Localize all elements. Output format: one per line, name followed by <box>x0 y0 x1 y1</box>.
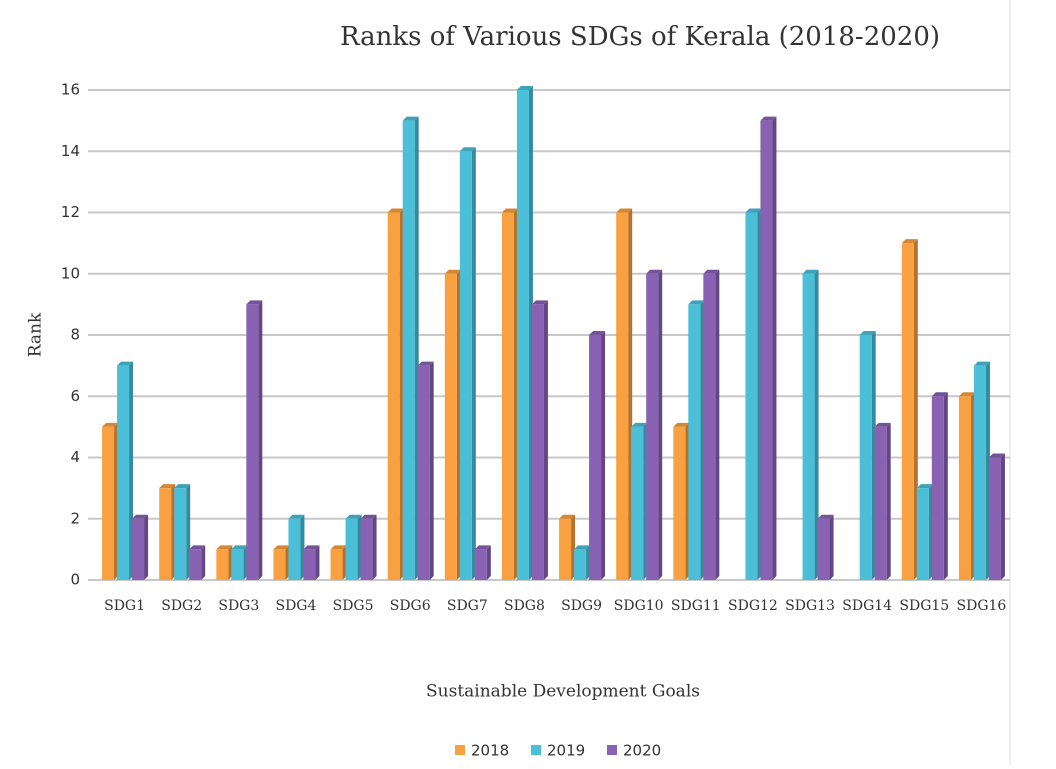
x-tick-label: SDG12 <box>728 598 778 614</box>
x-tick-label: SDG8 <box>504 598 545 614</box>
bar <box>673 422 690 580</box>
bar <box>273 545 290 580</box>
x-tick-label: SDG2 <box>161 598 202 614</box>
bar <box>688 300 705 580</box>
bar <box>531 300 548 580</box>
y-tick-label: 10 <box>61 264 80 282</box>
bar <box>901 239 918 580</box>
bar <box>444 269 461 580</box>
bar <box>303 545 320 580</box>
bar <box>859 331 876 580</box>
bar <box>189 545 206 580</box>
bar <box>589 331 606 580</box>
bar <box>246 300 263 580</box>
y-tick-label: 8 <box>70 326 80 344</box>
bar <box>958 392 975 580</box>
bar <box>760 116 777 580</box>
y-tick-label: 16 <box>61 81 80 99</box>
bar <box>117 361 134 580</box>
y-tick-label: 14 <box>61 142 80 160</box>
y-axis-label: Rank <box>26 312 46 357</box>
bar <box>360 514 377 580</box>
bar <box>402 116 419 580</box>
bar <box>745 208 762 580</box>
legend-label: 2019 <box>547 742 585 760</box>
bar <box>616 208 633 580</box>
bar <box>174 484 191 580</box>
legend-swatch <box>607 745 617 755</box>
x-tick-label: SDG1 <box>104 598 145 614</box>
x-tick-label: SDG11 <box>671 598 721 614</box>
bar <box>387 208 404 580</box>
bar <box>817 514 834 580</box>
x-tick-label: SDG10 <box>614 598 664 614</box>
x-axis-label: Sustainable Development Goals <box>426 682 700 702</box>
legend-label: 2020 <box>623 742 661 760</box>
y-tick-label: 12 <box>61 203 80 221</box>
x-tick-label: SDG9 <box>561 598 602 614</box>
legend-label: 2018 <box>471 742 509 760</box>
bar <box>501 208 518 580</box>
bar <box>459 147 476 580</box>
bar <box>345 514 362 580</box>
y-tick-label: 6 <box>70 387 80 405</box>
x-tick-label: SDG16 <box>957 598 1007 614</box>
bar <box>574 545 591 580</box>
bar <box>231 545 248 580</box>
bar <box>631 422 648 580</box>
bar <box>516 86 533 580</box>
bar <box>646 269 663 580</box>
legend-swatch <box>531 745 541 755</box>
x-tick-label: SDG15 <box>899 598 949 614</box>
bar <box>916 484 933 580</box>
y-tick-label: 0 <box>70 571 80 589</box>
x-tick-label: SDG5 <box>333 598 374 614</box>
bar <box>132 514 149 580</box>
bar <box>159 484 176 580</box>
bar <box>474 545 491 580</box>
bar <box>288 514 305 580</box>
x-tick-label: SDG14 <box>842 598 892 614</box>
chart-title: Ranks of Various SDGs of Kerala (2018-20… <box>340 22 940 52</box>
bar <box>559 514 576 580</box>
bar <box>931 392 948 580</box>
x-tick-label: SDG7 <box>447 598 488 614</box>
bar <box>802 269 819 580</box>
x-tick-label: SDG4 <box>275 598 316 614</box>
bar <box>988 453 1005 580</box>
x-tick-label: SDG13 <box>785 598 835 614</box>
bar <box>330 545 347 580</box>
bar <box>874 422 891 580</box>
bar <box>703 269 720 580</box>
bar <box>417 361 434 580</box>
y-tick-label: 4 <box>70 448 80 466</box>
bar <box>216 545 233 580</box>
bar <box>102 422 119 580</box>
y-tick-label: 2 <box>70 509 80 527</box>
x-tick-label: SDG6 <box>390 598 431 614</box>
bar <box>973 361 990 580</box>
legend-swatch <box>455 745 465 755</box>
x-tick-label: SDG3 <box>218 598 259 614</box>
